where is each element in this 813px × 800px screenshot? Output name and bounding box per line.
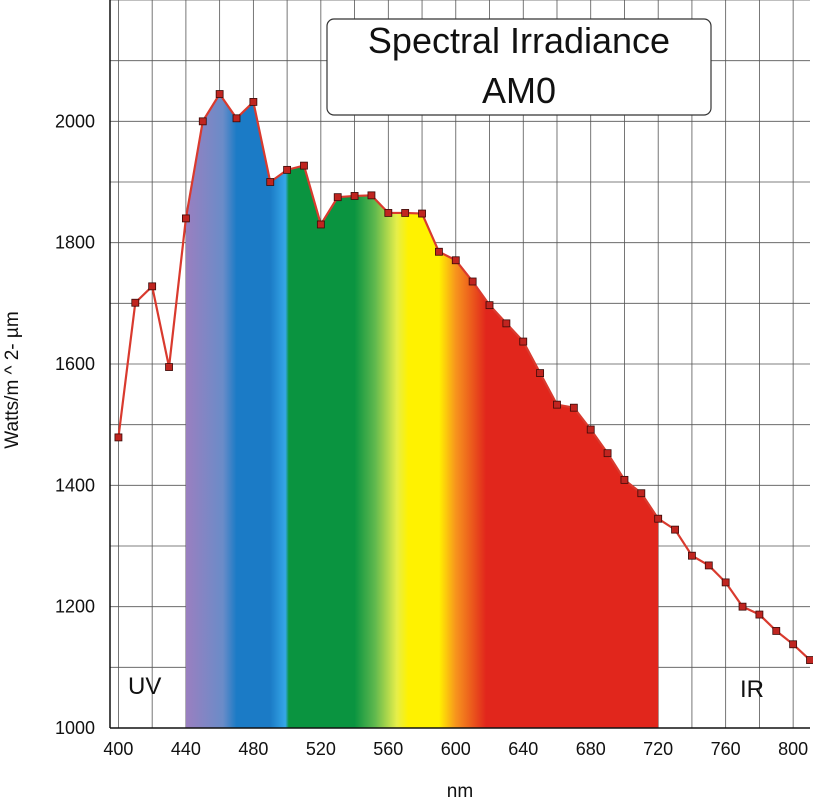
data-point [671,525,679,534]
y-axis-title: Watts/m ^ 2- µm [2,311,23,448]
data-point [182,214,190,223]
data-point [300,161,308,170]
chart-title-box: Spectral Irradiance AM0 [326,18,712,116]
data-point [553,400,561,409]
x-tick-label: 800 [778,739,808,759]
data-point [704,561,713,570]
data-point [603,449,612,458]
x-axis-title: nm [447,781,473,800]
data-point [418,209,426,218]
chart-title-line-1: Spectral Irradiance [368,20,670,61]
y-tick-label: 2000 [55,111,95,131]
data-point [536,369,545,378]
data-point [232,114,241,123]
data-point [401,209,410,217]
data-point [721,578,730,587]
x-tick-label: 480 [238,739,268,759]
x-tick-label: 640 [508,739,538,759]
x-tick-label: 520 [306,739,336,759]
x-tick-label: 760 [711,739,741,759]
data-point [502,319,511,328]
data-point [738,602,747,611]
data-point [569,403,578,412]
data-point [384,209,393,217]
data-point [586,425,595,434]
y-tick-labels: 1000 1200 1400 1600 1800 2000 [55,111,95,738]
data-point [131,298,140,307]
y-tick-label: 1800 [55,233,95,253]
data-point [333,193,342,202]
uv-region-label: UV [128,673,161,700]
x-tick-label: 400 [103,739,133,759]
data-point [637,489,646,498]
x-tick-label: 440 [171,739,201,759]
data-markers [114,90,813,664]
data-point [215,90,224,98]
plot-frame [109,0,810,729]
data-point [468,277,477,286]
data-point [283,165,292,174]
data-point [485,301,494,310]
x-tick-label: 680 [576,739,606,759]
x-tick-labels: 400 440 480 520 560 600 640 680 720 760 800 [103,739,808,759]
x-tick-label: 600 [441,739,471,759]
ir-region-label: IR [740,676,764,703]
y-tick-label: 1000 [55,718,95,738]
y-tick-label: 1600 [55,354,95,374]
data-point [772,627,781,635]
x-tick-label: 560 [373,739,403,759]
data-point [755,610,764,619]
data-point [148,282,157,291]
y-tick-label: 1400 [55,475,95,495]
data-point [688,551,696,560]
data-point [114,433,123,442]
title-box-frame [326,18,712,116]
chart-title-line-2: AM0 [482,70,556,111]
data-point [367,191,376,200]
data-point [165,363,173,371]
data-point [249,98,258,106]
data-point [806,656,813,664]
data-point [451,256,460,265]
y-tick-label: 1200 [55,597,95,617]
data-point [316,220,325,229]
data-point [789,640,798,649]
x-tick-label: 720 [643,739,673,759]
data-point [519,337,528,346]
data-point [350,192,359,200]
data-point [435,247,443,256]
data-point [654,514,663,523]
data-point [620,475,629,484]
data-point [198,117,207,126]
data-point [266,178,275,186]
